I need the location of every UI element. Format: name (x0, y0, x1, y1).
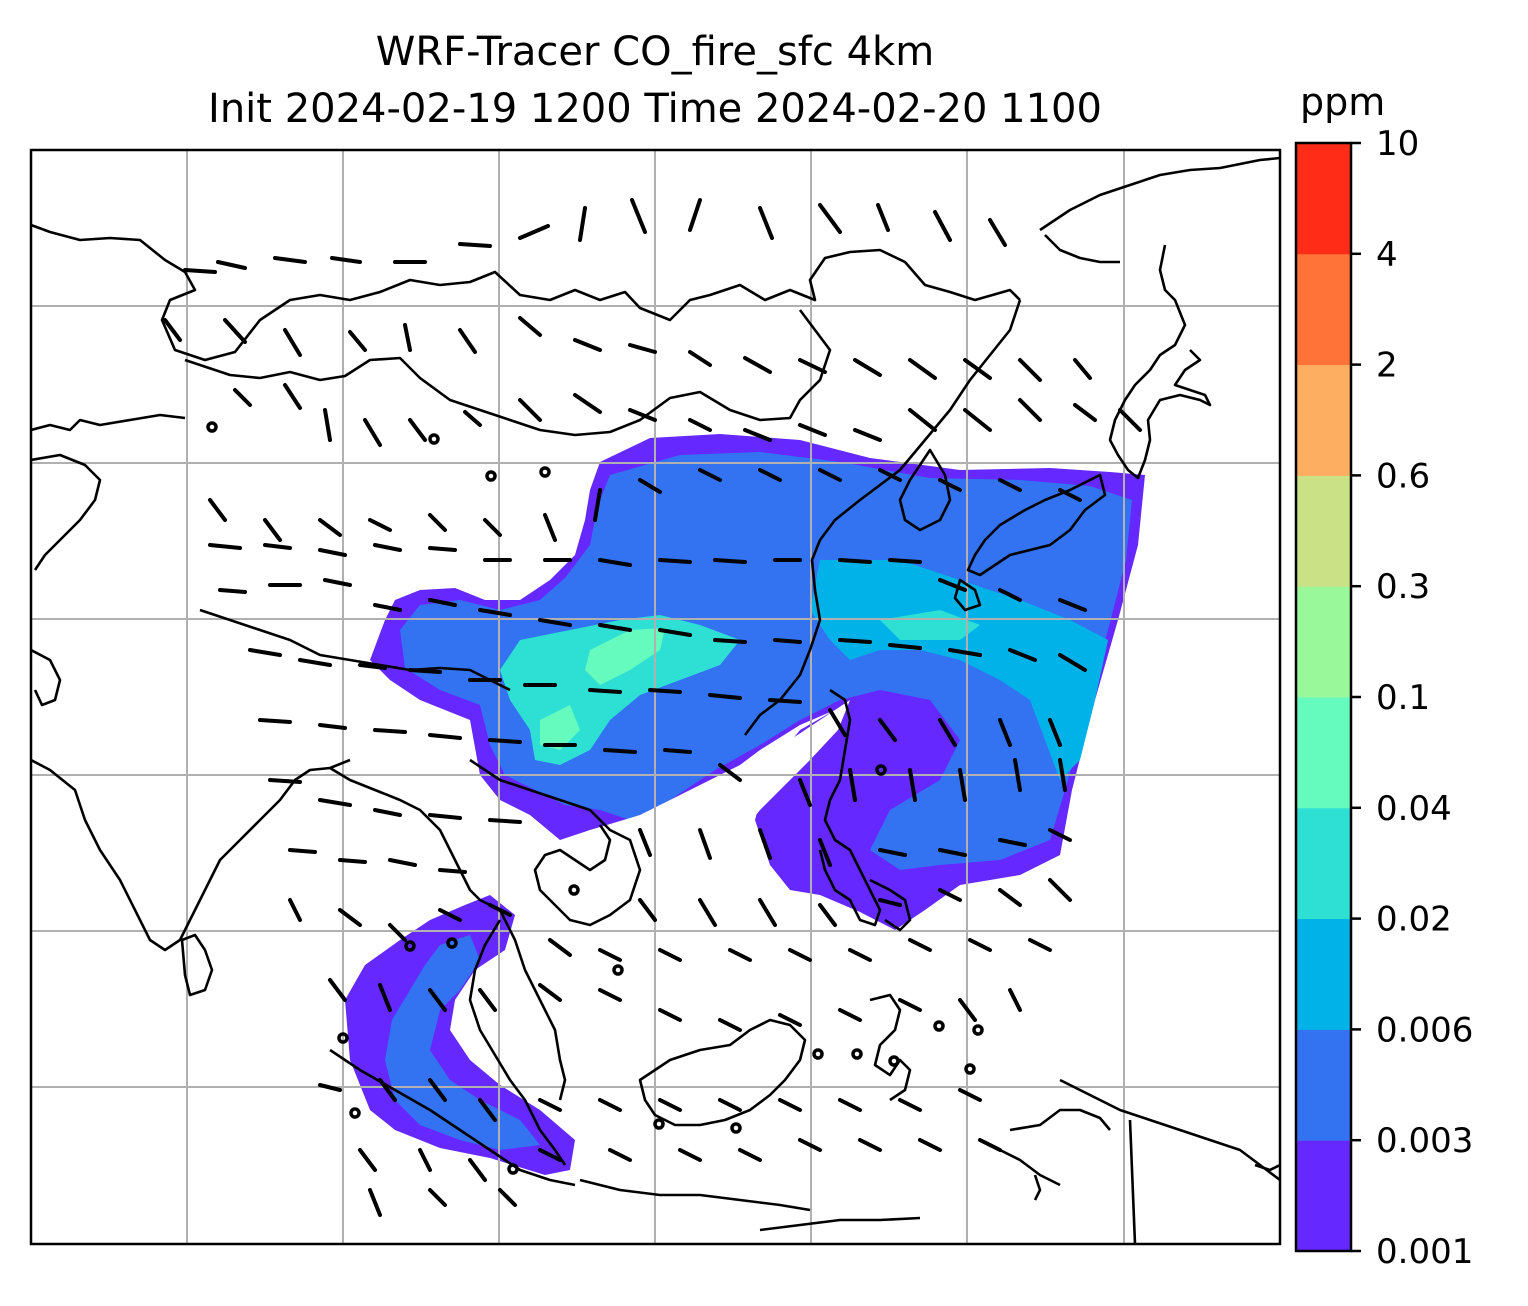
colorbar-segment (1296, 586, 1351, 698)
tracer-band-002b (880, 610, 980, 640)
colorbar-tick-label: 0.006 (1376, 1010, 1473, 1050)
colorbar-tick-label: 0.04 (1376, 789, 1452, 829)
colorbar-tick-label: 0.02 (1376, 900, 1452, 940)
gridlines (31, 150, 1280, 1244)
colorbar-tick-label: 0.001 (1376, 1232, 1473, 1272)
tracer-gap (530, 700, 850, 920)
tracer-band-0003-south (385, 935, 540, 1150)
colorbar: 0.001 0.003 0.006 0.02 0.04 0.1 0.3 0.6 2 4 10 (1294, 124, 1473, 1272)
colorbar-tick-label: 0.3 (1376, 567, 1430, 607)
map-title-line2: Init 2024-02-19 1200 Time 2024-02-20 110… (208, 86, 1102, 132)
colorbar-segment (1296, 364, 1351, 476)
tracer-field (345, 434, 1145, 1175)
colorbar-tick-label: 0.6 (1376, 456, 1430, 496)
tracer-band-0003 (400, 452, 1132, 870)
colorbar-segment (1296, 1140, 1351, 1252)
colorbar-segment (1296, 1029, 1351, 1141)
colorbar-segment (1296, 143, 1351, 255)
coastlines (31, 156, 1280, 1244)
colorbar-tick-label: 0.1 (1376, 678, 1430, 718)
tracer-band-004 (585, 628, 665, 685)
wind-barbs (163, 198, 1142, 1217)
colorbar-segment (1296, 253, 1351, 366)
colorbar-segment (1296, 697, 1351, 809)
map-title-line1: WRF-Tracer CO_fire_sfc 4km (375, 29, 935, 75)
colorbar-unit-label: ppm (1300, 80, 1386, 124)
map-frame (29, 148, 1282, 1246)
colorbar-segment (1296, 918, 1351, 1030)
map-area (31, 150, 1280, 1244)
colorbar-tick-label: 0.003 (1376, 1121, 1473, 1161)
tracer-band-004b (540, 705, 580, 750)
colorbar-segment (1296, 475, 1351, 587)
tracer-band-0006 (810, 560, 1108, 780)
calm-markers (206, 421, 984, 1175)
colorbar-tick-label: 10 (1376, 124, 1419, 164)
colorbar-segment (1296, 807, 1351, 920)
colorbar-tick-label: 4 (1376, 235, 1398, 275)
colorbar-tick-label: 2 (1376, 346, 1398, 386)
